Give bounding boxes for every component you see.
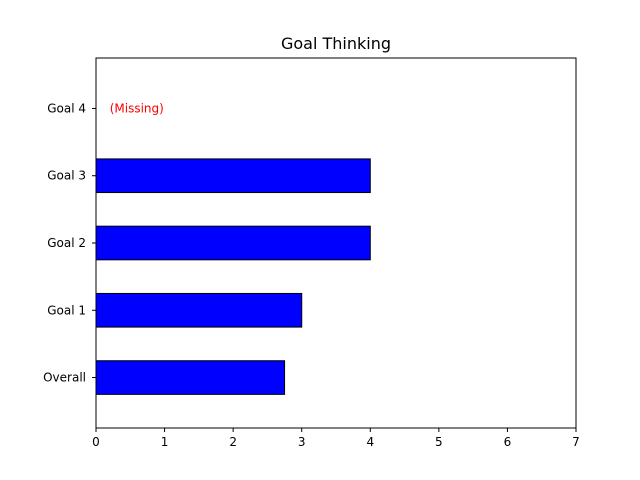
- bar-goal-2: [95, 225, 371, 261]
- annotations-group: (Missing): [110, 101, 164, 115]
- bar-goal-3: [95, 158, 371, 194]
- x-tick-label: 5: [435, 435, 443, 449]
- y-tick-label-goal-4: Goal 4: [47, 101, 86, 115]
- bar-goal-1: [95, 292, 303, 328]
- bar-overall: [95, 360, 286, 395]
- y-axis: Overall Goal 1 Goal 2 Goal 3 Goal 4: [43, 101, 96, 385]
- chart-title: Goal Thinking: [281, 34, 391, 53]
- x-tick-label: 0: [92, 435, 100, 449]
- y-tick-label-goal-3: Goal 3: [47, 169, 86, 183]
- y-tick-label-goal-1: Goal 1: [47, 303, 86, 317]
- x-tick-label: 2: [229, 435, 237, 449]
- y-tick-label-goal-2: Goal 2: [47, 236, 86, 250]
- y-tick-label-overall: Overall: [43, 371, 86, 385]
- x-tick-label: 3: [298, 435, 306, 449]
- x-tick-label: 6: [504, 435, 512, 449]
- x-tick-label: 7: [572, 435, 580, 449]
- x-tick-label: 1: [161, 435, 169, 449]
- bars-group: [95, 158, 371, 395]
- x-axis: 0 1 2 3 4 5 6 7: [92, 428, 580, 449]
- annotation-goal-4: (Missing): [110, 101, 164, 115]
- x-tick-label: 4: [366, 435, 374, 449]
